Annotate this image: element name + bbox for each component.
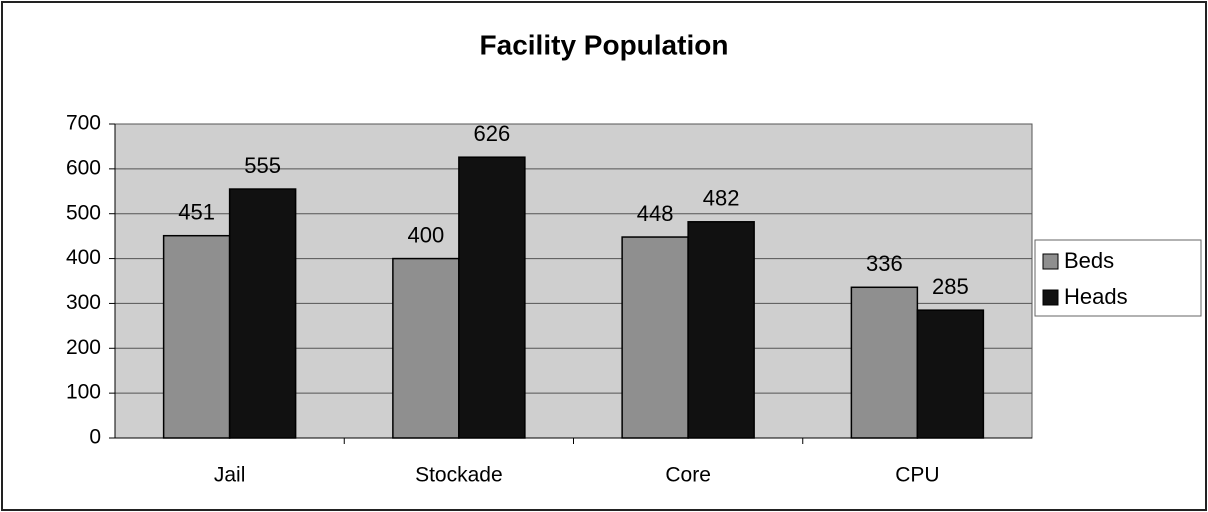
y-tick-label: 400 — [66, 246, 101, 269]
y-tick-label: 0 — [89, 426, 101, 449]
y-tick-label: 200 — [66, 336, 101, 359]
data-label: 626 — [474, 121, 511, 146]
data-label: 285 — [932, 274, 969, 299]
bar — [392, 257, 460, 439]
data-label: 336 — [866, 251, 903, 276]
x-tick-label: Core — [665, 464, 711, 487]
legend-label: Beds — [1064, 248, 1114, 273]
bar — [228, 188, 297, 439]
bar — [916, 309, 985, 439]
bar — [162, 234, 231, 439]
legend-swatch — [1042, 253, 1059, 270]
y-tick-label: 300 — [66, 291, 101, 314]
data-label: 451 — [178, 200, 215, 225]
y-tick-label: 100 — [66, 381, 101, 404]
bar — [458, 156, 526, 439]
y-tick-label: 600 — [66, 156, 101, 179]
data-label: 448 — [637, 201, 674, 226]
legend — [1034, 239, 1202, 317]
x-tick-label: Jail — [214, 464, 246, 487]
y-tick-label: 500 — [66, 201, 101, 224]
bar — [850, 286, 919, 439]
x-tick-label: Stockade — [415, 464, 503, 487]
bar — [687, 221, 755, 439]
data-label: 555 — [244, 153, 281, 178]
bar — [621, 236, 689, 439]
y-tick-label: 700 — [66, 112, 101, 135]
x-tick-label: CPU — [895, 464, 939, 487]
legend-swatch — [1042, 289, 1059, 306]
data-label: 482 — [703, 186, 740, 211]
chart-title: Facility Population — [480, 29, 729, 60]
data-label: 400 — [408, 222, 445, 247]
legend-label: Heads — [1064, 284, 1128, 309]
